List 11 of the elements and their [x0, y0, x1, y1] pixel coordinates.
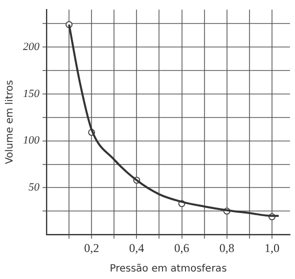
- x-tick-label: 0,4: [129, 240, 144, 255]
- x-tick-label: 0,2: [84, 240, 100, 255]
- x-tick-label: 1,0: [264, 240, 280, 255]
- y-tick-label: 50: [28, 182, 40, 194]
- y-axis-title: Volume em litros: [4, 80, 16, 164]
- x-tick-label: 0,8: [219, 240, 234, 255]
- y-tick-label: 200: [23, 40, 40, 53]
- y-tick-label: 100: [23, 134, 40, 147]
- y-tick-label: 150: [23, 88, 40, 100]
- x-axis-title: Pressão em atmosferas: [110, 264, 227, 275]
- x-tick-label: 0,6: [174, 240, 190, 255]
